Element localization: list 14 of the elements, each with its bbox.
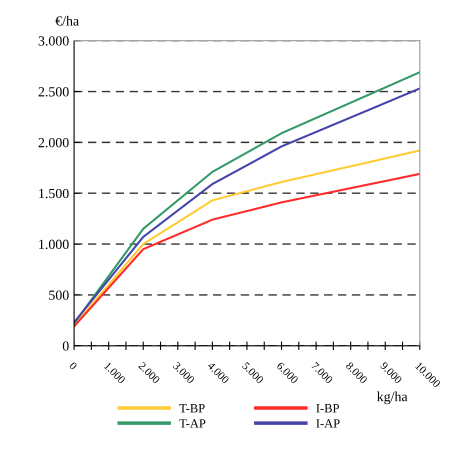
y-axis-title: €/ha (55, 16, 79, 26)
legend-label: I-BP (316, 404, 339, 412)
y-tick-label: 1.000 (39, 240, 69, 250)
legend-label: T-AP (179, 419, 206, 428)
y-tick-label: 3.000 (38, 36, 69, 46)
y-tick-label: 500 (49, 290, 69, 300)
legend-label: T-BP (179, 404, 205, 412)
y-tick-label: 1.500 (39, 188, 69, 198)
x-axis-title: kg/ha (376, 392, 408, 404)
y-tick-label: 2.500 (38, 87, 69, 97)
x-tick-label: 0 (68, 362, 78, 370)
y-tick-label: 0 (62, 341, 69, 351)
legend-label: I-AP (316, 419, 340, 428)
y-tick-label: 2.000 (38, 138, 69, 148)
